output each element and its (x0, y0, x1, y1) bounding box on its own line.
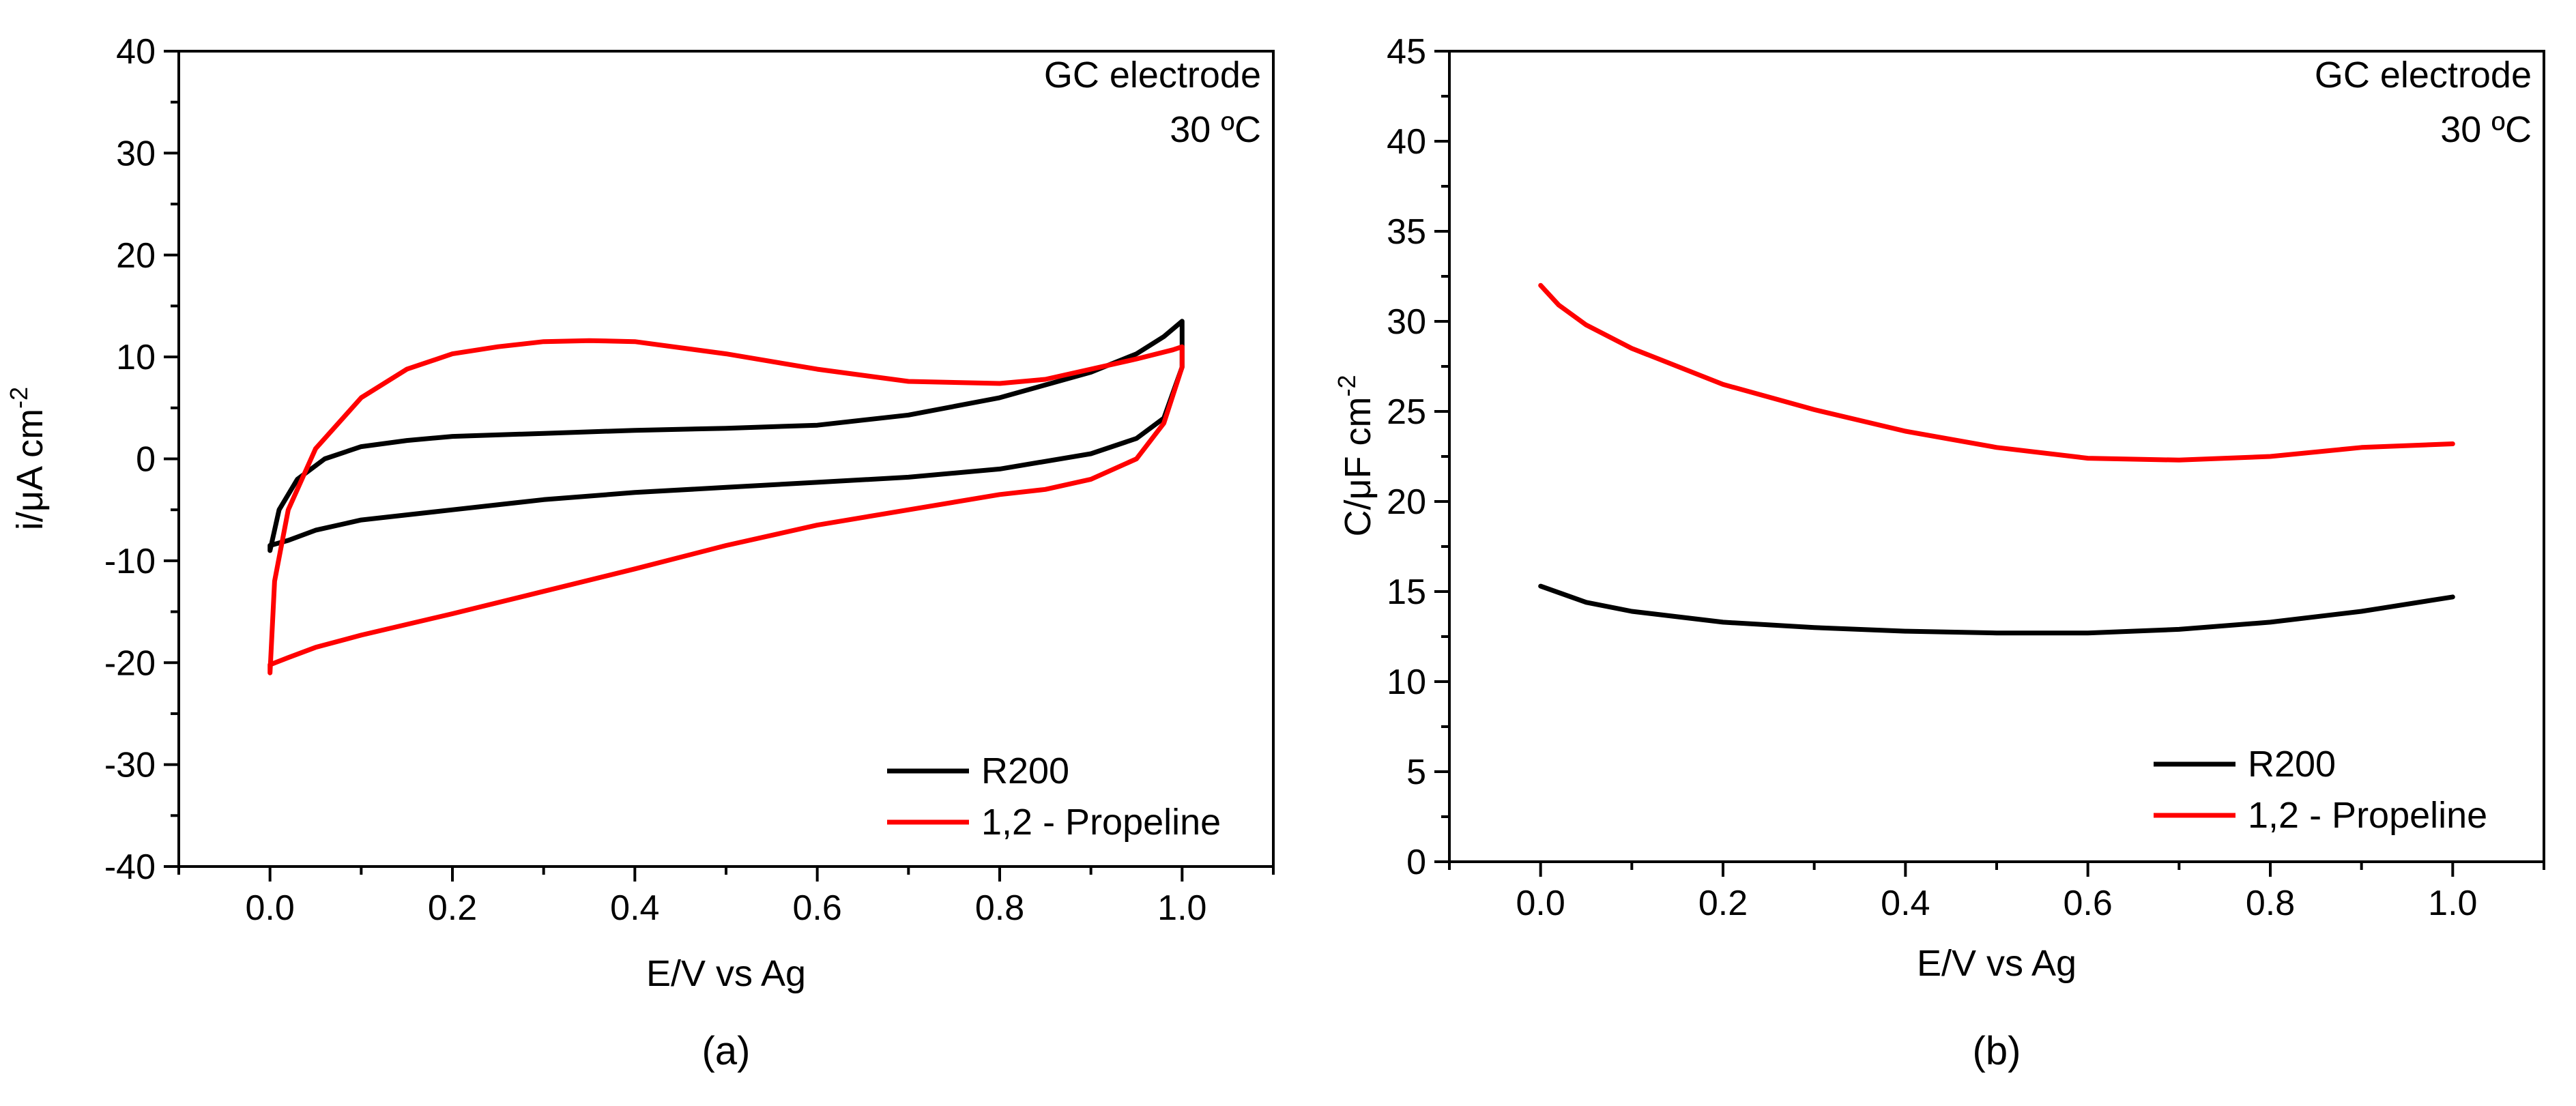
series-line-propeline (1538, 282, 2455, 463)
series-line-propeline (267, 338, 1185, 675)
y-axis-title: i/μA cm-2 (5, 387, 50, 530)
plot-frame (1448, 50, 2545, 863)
y-tick-label: -30 (104, 746, 156, 785)
y-tick-label: 10 (1387, 663, 1426, 702)
y-tick-label: 30 (1387, 302, 1426, 342)
y-tick-label: 5 (1406, 753, 1426, 792)
x-tick-label: 0.2 (428, 888, 477, 928)
chart-panel-b: 0.0 0.2 0.4 0.6 0.8 1.0 0 5 10 15 20 25 30 35 40 45 E/V … (1333, 32, 2545, 1073)
y-axis-title-superscript: -2 (1333, 375, 1361, 396)
panel-caption: (b) (1973, 1029, 2021, 1073)
y-axis-title: C/μF cm-2 (1333, 375, 1378, 536)
x-tick-label: 0.8 (2246, 884, 2295, 923)
x-tick-label: 0.6 (2064, 884, 2113, 923)
series-line-r200 (1538, 583, 2455, 636)
y-tick-label: 40 (1387, 122, 1426, 162)
annotation-line: GC electrode (2315, 55, 2532, 96)
x-tick-label: 1.0 (1157, 888, 1206, 928)
y-axis-title-main: C/μF cm (1337, 396, 1378, 536)
y-axis-title-main: i/μA cm (10, 409, 50, 530)
plot-frame (177, 50, 1275, 868)
y-tick-label: -40 (104, 847, 156, 887)
y-tick-label: 0 (136, 440, 156, 480)
y-axis-title-superscript: -2 (5, 387, 33, 409)
x-tick-label: 0.2 (1698, 884, 1748, 923)
y-tick-label: 40 (116, 32, 156, 72)
y-tick-label: -10 (104, 542, 156, 581)
x-tick-label: 0.4 (610, 888, 659, 928)
legend-label-propeline: 1,2 - Propeline (2248, 795, 2487, 836)
x-tick-label: 0.0 (1516, 884, 1565, 923)
legend-label-propeline: 1,2 - Propeline (981, 802, 1221, 843)
x-tick-label: 0.0 (246, 888, 295, 928)
x-tick-label: 1.0 (2428, 884, 2477, 923)
legend-label-r200: R200 (2248, 744, 2336, 785)
series-line-r200 (267, 319, 1185, 553)
annotation-line: 30 ºC (2440, 109, 2532, 150)
chart-panel-a: 0.0 0.2 0.4 0.6 0.8 1.0 -40 -30 -20 -10 0 10 20 30 40 E… (5, 32, 1275, 1073)
y-tick-label: 0 (1406, 843, 1426, 882)
y-tick-label: 20 (1387, 482, 1426, 522)
y-tick-label: 30 (116, 134, 156, 173)
x-axis-title: E/V vs Ag (1917, 943, 2076, 984)
y-tick-label: -20 (104, 643, 156, 683)
y-tick-label: 45 (1387, 32, 1426, 72)
x-tick-label: 0.8 (975, 888, 1024, 928)
y-tick-label: 25 (1387, 392, 1426, 432)
legend-label-r200: R200 (981, 751, 1069, 791)
y-tick-label: 35 (1387, 212, 1426, 252)
y-tick-label: 10 (116, 338, 156, 377)
y-tick-label: 15 (1387, 572, 1426, 612)
x-tick-label: 0.6 (793, 888, 842, 928)
panel-caption: (a) (702, 1029, 751, 1073)
x-axis-title: E/V vs Ag (646, 953, 806, 994)
x-tick-label: 0.4 (1881, 884, 1930, 923)
annotation-line: GC electrode (1044, 55, 1261, 96)
y-tick-label: 20 (116, 236, 156, 276)
annotation-line: 30 ºC (1170, 109, 1261, 150)
